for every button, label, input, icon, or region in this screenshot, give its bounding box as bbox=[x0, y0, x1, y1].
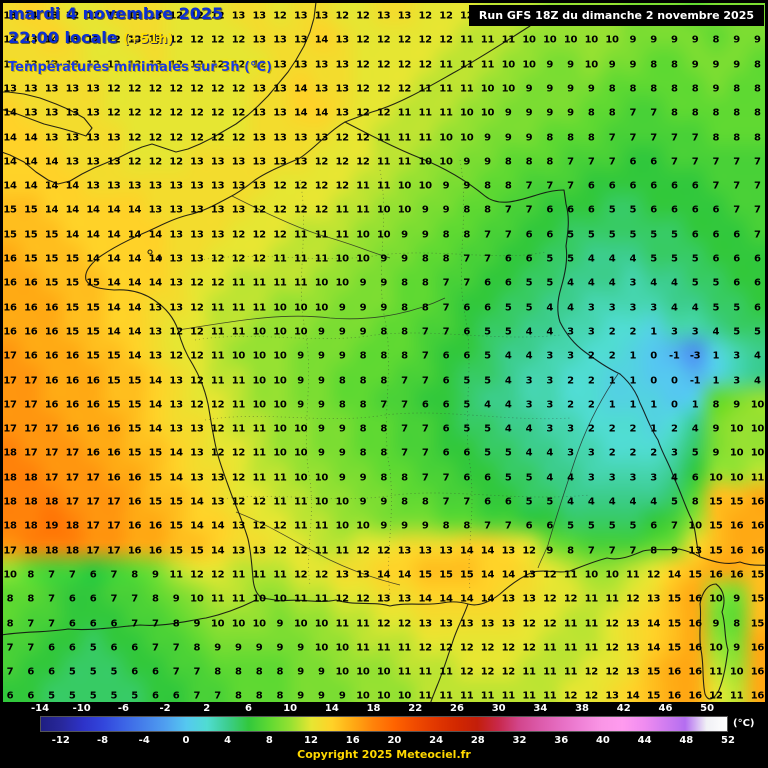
legend-tick-label: 24 bbox=[429, 735, 444, 746]
map-time-local: 22:00 locale bbox=[8, 28, 118, 47]
map-date: mardi 4 novembre 2025 bbox=[8, 4, 224, 23]
legend-tick-label: 36 bbox=[554, 735, 569, 746]
legend-tick-label: 48 bbox=[679, 735, 694, 746]
temperature-field-canvas bbox=[0, 0, 768, 702]
legend-tick-label: 8 bbox=[265, 735, 273, 746]
legend-tick-label: 32 bbox=[512, 735, 527, 746]
legend-tick-label: -12 bbox=[51, 735, 70, 746]
legend-tick-label: 46 bbox=[658, 703, 673, 714]
legend-tick-label: -4 bbox=[138, 735, 150, 746]
legend-tick-label: 18 bbox=[366, 703, 381, 714]
legend-tick-label: 4 bbox=[224, 735, 232, 746]
run-info-box: Run GFS 18Z du dimanche 2 novembre 2025 bbox=[468, 5, 764, 26]
legend-tick-label: 52 bbox=[721, 735, 735, 746]
legend-tick-label: 10 bbox=[283, 703, 298, 714]
legend-tick-label: 42 bbox=[616, 703, 631, 714]
copyright-text: Copyright 2025 Meteociel.fr bbox=[297, 748, 471, 761]
legend-tick-label: -2 bbox=[159, 703, 171, 714]
legend-tick-label: 6 bbox=[245, 703, 252, 714]
forecast-offset: (+51h) bbox=[123, 32, 174, 47]
legend-tick-label: 44 bbox=[637, 735, 652, 746]
legend-tick-label: -6 bbox=[117, 703, 129, 714]
legend-tick-label: 22 bbox=[408, 703, 423, 714]
legend-unit: (°C) bbox=[733, 718, 755, 729]
legend-tick-label: 26 bbox=[450, 703, 464, 714]
legend-tick-label: 34 bbox=[533, 703, 548, 714]
legend-tick-label: 20 bbox=[387, 735, 402, 746]
legend-tick-label: -14 bbox=[30, 703, 50, 714]
legend-tick-label: 50 bbox=[700, 703, 715, 714]
legend-tick-label: 2 bbox=[203, 703, 211, 714]
legend-tick-label: 40 bbox=[595, 735, 610, 746]
color-scale-legend: -14 -10 -6 -2 2 6 10 14 18 22 26 30 34 38 42 46 50 -12 -8… bbox=[0, 702, 768, 768]
legend-tick-label: -8 bbox=[96, 735, 109, 746]
legend-tick-label: -10 bbox=[72, 703, 91, 714]
legend-tick-label: 30 bbox=[491, 703, 506, 714]
color-scale-bar bbox=[40, 716, 728, 732]
map-subtitle: Températures minimales sur 3h (°C) bbox=[8, 60, 273, 75]
map-time: 22:00 locale (+51h) bbox=[8, 28, 173, 47]
legend-tick-label: 38 bbox=[575, 703, 590, 714]
legend-tick-label: 12 bbox=[304, 735, 318, 746]
legend-top-labels: -14 -10 -6 -2 2 6 10 14 18 22 26 30 34 38 42 46 50 bbox=[31, 703, 728, 715]
legend-bottom-labels: -12 -8 -4 0 4 8 12 16 20 24 28 32 36 40 44 48 52 bbox=[40, 735, 735, 747]
legend-tick-label: 16 bbox=[345, 735, 360, 746]
legend-tick-label: 0 bbox=[182, 735, 190, 746]
legend-tick-label: 14 bbox=[324, 703, 339, 714]
legend-tick-label: 28 bbox=[470, 735, 485, 746]
